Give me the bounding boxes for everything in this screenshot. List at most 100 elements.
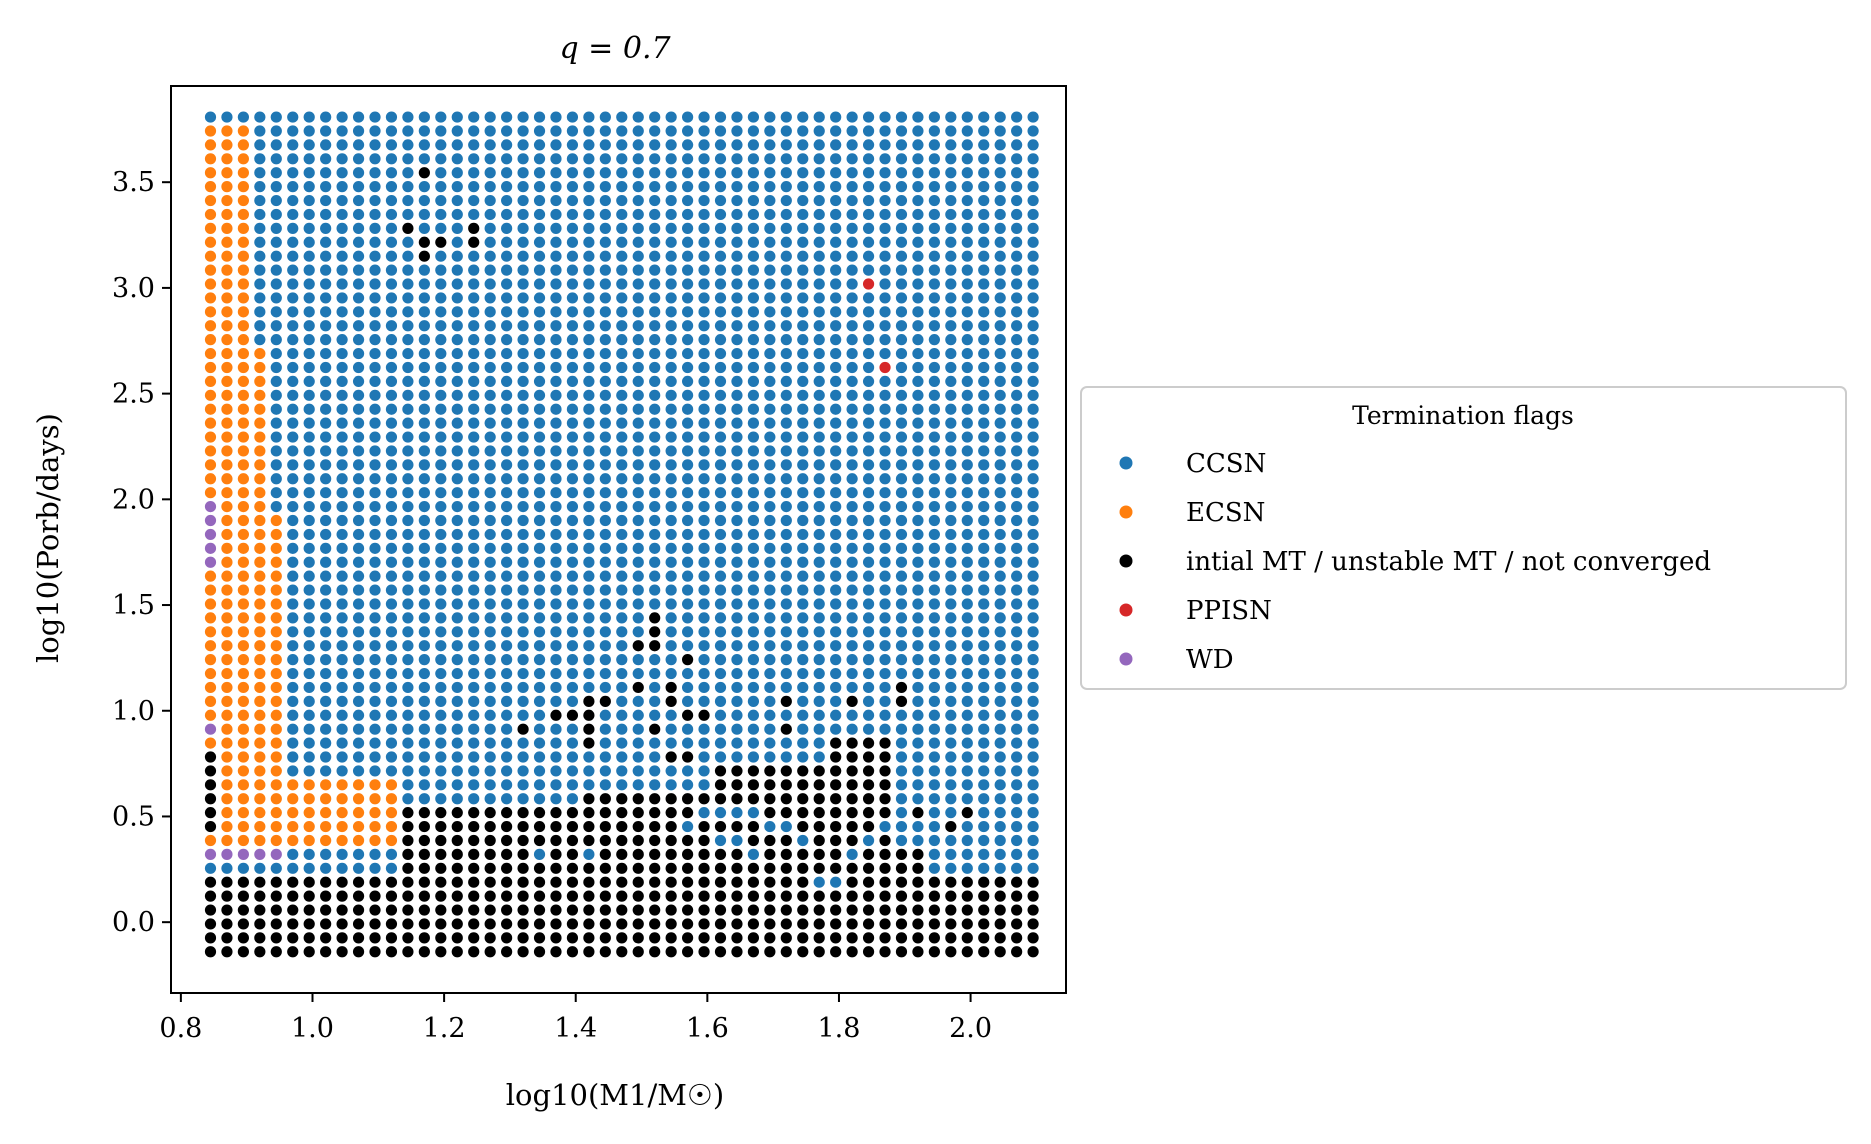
point-ccsn <box>468 528 480 541</box>
point-ccsn <box>879 626 891 638</box>
point-ccsn <box>813 695 825 707</box>
point-ccsn <box>402 278 414 290</box>
point-ccsn <box>928 542 940 554</box>
point-ccsn <box>435 737 447 749</box>
point-ccsn <box>994 334 1006 346</box>
point-mt <box>994 904 1006 916</box>
point-ccsn <box>533 181 546 193</box>
point-ccsn <box>879 389 891 401</box>
point-ccsn <box>830 125 842 137</box>
point-mt <box>616 904 628 916</box>
point-mt <box>418 820 430 833</box>
point-ccsn <box>533 194 546 207</box>
point-ccsn <box>994 389 1006 401</box>
point-ccsn <box>533 208 546 221</box>
point-ccsn <box>435 139 447 151</box>
point-ccsn <box>764 695 776 707</box>
point-ccsn <box>616 208 628 221</box>
point-ccsn <box>369 695 381 707</box>
point-ccsn <box>484 626 496 638</box>
point-ccsn <box>714 501 727 513</box>
point-ccsn <box>435 751 447 763</box>
point-mt <box>797 876 809 888</box>
point-mt <box>978 876 990 888</box>
point-ccsn <box>468 709 480 721</box>
point-mt <box>665 695 677 707</box>
point-ccsn <box>336 208 348 221</box>
point-ccsn <box>468 779 480 791</box>
point-ccsn <box>912 361 924 374</box>
point-mt <box>533 932 546 944</box>
point-mt <box>550 890 562 902</box>
point-ccsn <box>369 222 381 234</box>
point-mt <box>550 820 562 833</box>
point-ecsn <box>336 779 348 791</box>
point-ccsn <box>533 375 546 387</box>
point-ccsn <box>961 598 973 610</box>
point-ccsn <box>665 501 677 513</box>
point-ccsn <box>468 542 480 554</box>
point-mt <box>320 946 332 958</box>
point-ccsn <box>369 848 381 860</box>
point-ccsn <box>961 320 973 332</box>
point-ccsn <box>797 584 809 596</box>
point-ccsn <box>912 111 924 123</box>
point-mt <box>830 807 842 819</box>
point-ccsn <box>928 306 940 318</box>
point-ccsn <box>303 320 315 332</box>
point-mt <box>632 862 644 874</box>
point-ccsn <box>435 667 447 680</box>
point-ccsn <box>895 153 908 165</box>
point-ccsn <box>533 584 546 596</box>
point-ccsn <box>517 320 529 332</box>
point-ccsn <box>550 473 562 485</box>
point-ccsn <box>517 403 529 415</box>
point-ccsn <box>632 695 644 707</box>
point-ccsn <box>352 139 365 151</box>
point-ccsn <box>747 556 760 568</box>
point-ccsn <box>813 320 825 332</box>
point-mt <box>599 946 611 958</box>
point-mt <box>418 862 430 874</box>
point-ccsn <box>928 375 940 387</box>
point-ccsn <box>764 542 776 554</box>
point-ccsn <box>451 306 463 318</box>
point-ecsn <box>221 292 233 304</box>
point-mt <box>945 890 957 902</box>
point-ccsn <box>550 667 562 680</box>
point-ccsn <box>978 848 990 860</box>
point-ccsn <box>385 848 398 860</box>
point-ccsn <box>698 501 710 513</box>
point-mt <box>484 834 496 847</box>
point-ccsn <box>862 501 875 513</box>
point-ccsn <box>698 167 710 179</box>
point-ecsn <box>336 807 348 819</box>
point-ccsn <box>698 487 710 499</box>
point-ccsn <box>928 194 940 207</box>
point-mt <box>451 820 463 833</box>
point-ccsn <box>961 139 973 151</box>
y-tick-label: 1.0 <box>112 696 155 727</box>
point-ccsn <box>418 320 430 332</box>
point-ccsn <box>336 347 348 360</box>
point-ecsn <box>270 723 282 735</box>
point-ccsn <box>698 598 710 610</box>
point-ccsn <box>418 765 430 777</box>
point-ccsn <box>780 640 792 652</box>
point-ccsn <box>533 765 546 777</box>
plot-title: q = 0.7 <box>559 31 671 66</box>
point-mt <box>813 807 825 819</box>
point-mt <box>616 848 628 860</box>
point-ccsn <box>320 737 332 749</box>
point-ccsn <box>484 584 496 596</box>
point-ccsn <box>928 848 940 860</box>
point-ccsn <box>616 361 628 374</box>
point-mt <box>797 904 809 916</box>
point-ecsn <box>237 264 249 276</box>
point-ccsn <box>862 222 875 234</box>
point-ccsn <box>747 125 760 137</box>
point-ccsn <box>468 640 480 652</box>
point-ccsn <box>747 695 760 707</box>
point-ccsn <box>616 556 628 568</box>
point-ccsn <box>435 208 447 221</box>
